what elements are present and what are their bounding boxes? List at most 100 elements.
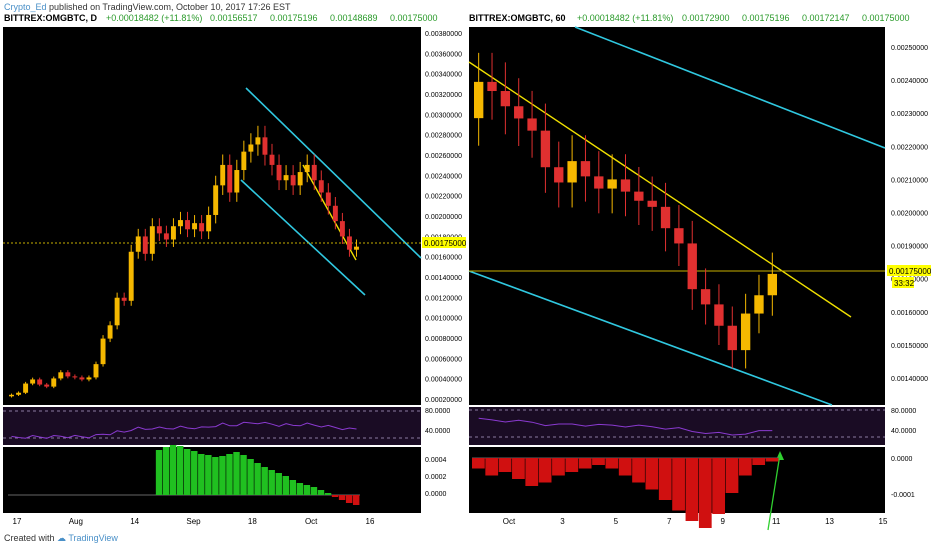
- left-price-tick: 0.00380000: [425, 31, 462, 38]
- left-price-tick: 0.00260000: [425, 153, 462, 160]
- left-change-label: +0.00018482 (+11.81%): [106, 13, 202, 23]
- left-channel-lower-line[interactable]: [240, 179, 366, 296]
- left-price-tag: [422, 237, 466, 248]
- left-price-tick: 0.00220000: [425, 194, 462, 201]
- left-macd-bar: [345, 495, 353, 503]
- left-macd-bar: [212, 457, 219, 495]
- left-time-tick: Aug: [69, 517, 83, 526]
- right-candle-body: [474, 81, 484, 119]
- right-macd-bar: [578, 458, 592, 469]
- left-candle-body: [100, 338, 106, 365]
- left-candle-body: [142, 236, 148, 254]
- right-price-tick: 0.00230000: [891, 111, 928, 118]
- left-time-tick: 16: [366, 517, 375, 526]
- left-macd-bar: [176, 446, 184, 495]
- right-macd-histogram: [472, 457, 779, 528]
- left-price-tick: 0.00300000: [425, 112, 462, 119]
- left-macd-bar: [282, 476, 289, 495]
- right-rsi-line: [478, 417, 773, 436]
- right-candles: [474, 52, 777, 369]
- right-countdown-label: 33:32: [894, 279, 915, 288]
- right-macd-bar: [565, 458, 579, 472]
- right-candle-body: [700, 289, 711, 305]
- right-macd-bar: [752, 458, 766, 465]
- right-price-panel[interactable]: [469, 27, 885, 405]
- right-price-tag-label: 0.00175000: [889, 267, 932, 276]
- left-candle-body: [72, 376, 78, 378]
- right-change-label: +0.00018482 (+11.81%): [577, 13, 673, 23]
- right-rsi-tick: 80.0000: [891, 408, 916, 415]
- left-macd-bar: [198, 454, 205, 495]
- left-candle-body: [241, 151, 247, 171]
- left-macd-bar: [233, 452, 240, 495]
- left-candle-body: [79, 377, 85, 380]
- left-rsi-polyline: [11, 421, 357, 439]
- right-time-tick: Oct: [503, 517, 516, 526]
- left-candle-body: [135, 236, 141, 252]
- left-channel-upper-line[interactable]: [245, 87, 422, 259]
- left-candle-body: [339, 221, 345, 237]
- left-macd-bar: [169, 445, 177, 495]
- tradingview-brand-link[interactable]: TradingView: [68, 533, 118, 543]
- publish-header: Crypto_Ed published on TradingView.com, …: [4, 2, 291, 14]
- left-macd-bar: [240, 455, 247, 495]
- left-price-axis-bg: [421, 27, 467, 405]
- right-candle-body: [634, 191, 644, 201]
- right-candle-body: [500, 91, 511, 107]
- left-candle-body: [9, 394, 14, 397]
- left-macd-bar: [261, 467, 268, 495]
- left-candle-body: [206, 214, 212, 232]
- right-time-tick: 11: [772, 517, 781, 526]
- right-macd-bar: [552, 458, 565, 476]
- left-price-tick: 0.00340000: [425, 72, 462, 79]
- right-trendline[interactable]: [468, 61, 852, 318]
- right-price-tick: 0.00200000: [891, 211, 928, 218]
- left-price-panel[interactable]: [3, 27, 421, 405]
- right-candle-body: [527, 118, 537, 131]
- right-macd-bar: [725, 458, 739, 493]
- right-arrow-annotation[interactable]: [767, 453, 781, 531]
- right-time-tick: 13: [825, 517, 834, 526]
- left-candle-body: [290, 175, 296, 186]
- left-macd-bar: [254, 463, 261, 495]
- left-candle-body: [276, 164, 282, 181]
- left-macd-bar: [352, 495, 360, 505]
- left-macd-bar: [162, 447, 170, 495]
- left-rsi-tick: 40.0000: [425, 428, 450, 435]
- right-candle-body: [767, 273, 777, 296]
- right-channel-lower-line[interactable]: [468, 270, 833, 406]
- left-candle-body: [44, 384, 50, 387]
- left-price-tick: 0.00320000: [425, 92, 462, 99]
- charts-canvas[interactable]: BITTREX:OMGBTC, D +0.00018482 (+11.81%) …: [0, 0, 932, 532]
- left-candle-body: [149, 226, 155, 254]
- left-low-value: 0.00148689: [330, 13, 378, 23]
- right-rsi-panel[interactable]: [469, 407, 885, 445]
- right-price-tick: 0.00160000: [891, 310, 928, 317]
- left-macd-bar: [331, 495, 339, 497]
- right-candle-body: [754, 295, 764, 314]
- left-candle-body: [185, 220, 190, 230]
- right-macd-bar: [672, 458, 685, 511]
- right-candle-body: [607, 179, 617, 189]
- left-rsi-line: [11, 421, 357, 439]
- right-candle-body: [554, 167, 564, 183]
- left-price-tag-label: 0.00175000: [424, 239, 467, 248]
- right-price-tick: 0.00250000: [891, 45, 928, 52]
- left-price-tick: 0.00100000: [425, 316, 462, 323]
- left-rsi-panel[interactable]: [3, 407, 421, 445]
- right-channel-upper-line[interactable]: [574, 26, 886, 149]
- left-candle-body: [30, 379, 36, 384]
- right-macd-bar: [645, 458, 659, 490]
- left-candle-body: [213, 185, 219, 215]
- left-candle-body: [248, 144, 254, 152]
- left-candle-body: [156, 226, 162, 234]
- left-price-tick: 0.00200000: [425, 214, 462, 221]
- left-candle-body: [199, 223, 205, 232]
- left-candle-body: [107, 325, 113, 339]
- tradingview-logo-icon: ☁: [57, 533, 67, 543]
- left-candle-body: [269, 154, 275, 165]
- left-time-tick: 18: [248, 517, 257, 526]
- author-link[interactable]: Crypto_Ed: [4, 2, 47, 12]
- left-macd-bar: [324, 493, 332, 495]
- left-candle-body: [262, 137, 268, 155]
